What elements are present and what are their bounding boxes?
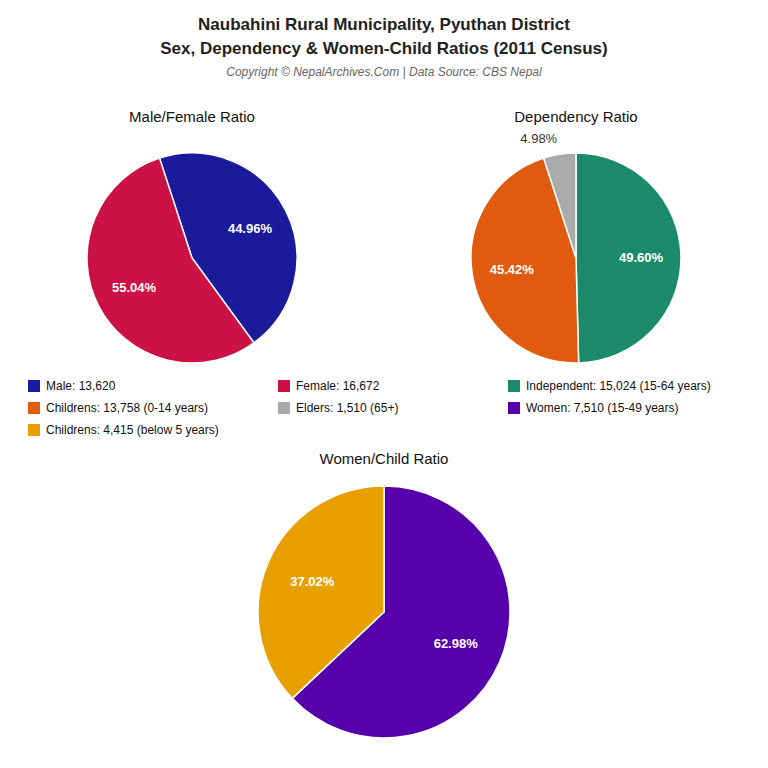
data-label: 4.98% bbox=[520, 131, 557, 146]
pie-slice bbox=[87, 158, 254, 363]
legend-item: Childrens: 4,415 (below 5 years) bbox=[28, 423, 219, 437]
legend-item: Women: 7,510 (15-49 years) bbox=[508, 401, 679, 415]
legend-swatch bbox=[28, 380, 40, 392]
legend-label: Elders: 1,510 (65+) bbox=[296, 401, 398, 415]
pie-slice bbox=[576, 153, 681, 363]
legend-label: Childrens: 4,415 (below 5 years) bbox=[46, 423, 219, 437]
legend-item: Female: 16,672 bbox=[278, 379, 380, 393]
legend-label: Male: 13,620 bbox=[46, 379, 116, 393]
data-label: 49.60% bbox=[619, 250, 664, 265]
legend-swatch bbox=[278, 380, 290, 392]
data-label: 62.98% bbox=[434, 636, 479, 651]
legend-label: Childrens: 13,758 (0-14 years) bbox=[46, 401, 208, 415]
legend-item: Independent: 15,024 (15-64 years) bbox=[508, 379, 711, 393]
subtitle: Sex, Dependency & Women-Child Ratios (20… bbox=[160, 39, 607, 58]
legend-swatch bbox=[508, 380, 520, 392]
pie: 44.96% 55.04% bbox=[87, 153, 297, 363]
annotation: Copyright © NepalArchives.Com | Data Sou… bbox=[226, 65, 542, 79]
legend-label: Women: 7,510 (15-49 years) bbox=[526, 401, 679, 415]
pie: 62.98% 37.02% bbox=[258, 486, 510, 738]
pie-title: Women/Child Ratio bbox=[320, 450, 449, 467]
legend-swatch bbox=[28, 402, 40, 414]
legend-item: Elders: 1,510 (65+) bbox=[278, 401, 398, 415]
data-label: 45.42% bbox=[490, 262, 535, 277]
pie-title: Dependency Ratio bbox=[514, 108, 637, 125]
legend-swatch bbox=[278, 402, 290, 414]
legend-label: Independent: 15,024 (15-64 years) bbox=[526, 379, 711, 393]
pie-slice bbox=[544, 153, 576, 258]
legend-swatch bbox=[508, 402, 520, 414]
title: Naubahini Rural Municipality, Pyuthan Di… bbox=[198, 15, 570, 34]
legend-item: Childrens: 13,758 (0-14 years) bbox=[28, 401, 208, 415]
legend-swatch bbox=[28, 424, 40, 436]
data-label: 55.04% bbox=[112, 280, 157, 295]
pie-title: Male/Female Ratio bbox=[129, 108, 255, 125]
pie: 49.60% 45.42% 4.98% bbox=[471, 131, 681, 363]
chart: Naubahini Rural Municipality, Pyuthan Di… bbox=[0, 0, 768, 768]
legend-item: Male: 13,620 bbox=[28, 379, 116, 393]
legend: Male: 13,620 Female: 16,672 Independent: 1… bbox=[28, 379, 711, 437]
data-label: 37.02% bbox=[290, 574, 335, 589]
data-label: 44.96% bbox=[228, 221, 273, 236]
legend-label: Female: 16,672 bbox=[296, 379, 380, 393]
pie-slice bbox=[258, 486, 384, 698]
